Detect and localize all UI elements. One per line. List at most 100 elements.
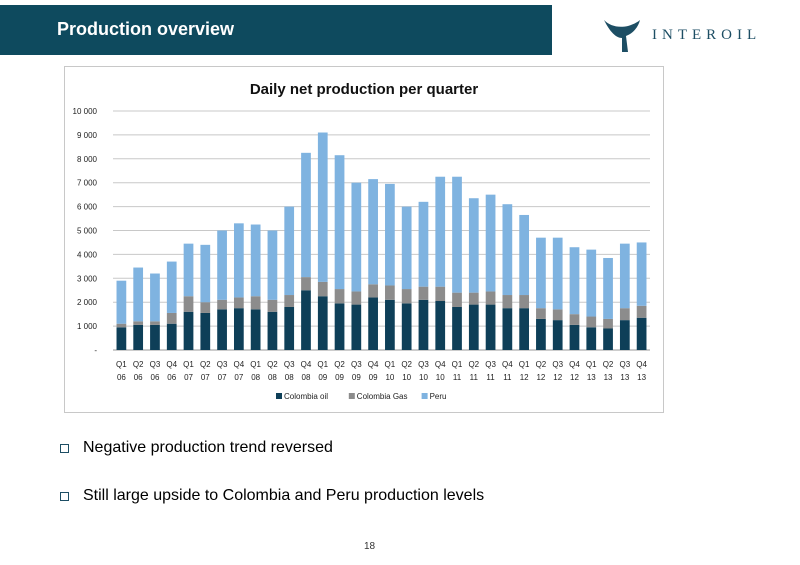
bar-segment bbox=[368, 179, 378, 285]
x-tick-label: 10 bbox=[385, 373, 394, 382]
x-tick-label: 08 bbox=[251, 373, 260, 382]
x-tick-label: Q4 bbox=[569, 360, 580, 369]
page-number: 18 bbox=[364, 541, 376, 552]
bar-segment bbox=[552, 320, 563, 350]
legend: Colombia oil Colombia Gas Peru bbox=[276, 392, 447, 401]
bar-segment bbox=[385, 183, 395, 286]
y-tick-label: 8 000 bbox=[77, 155, 98, 164]
y-tick-label: 3 000 bbox=[77, 274, 98, 283]
bar-segment bbox=[452, 306, 462, 350]
y-tick-label: 6 000 bbox=[77, 203, 98, 212]
bar-segment bbox=[267, 230, 278, 300]
bar-segment bbox=[233, 297, 244, 309]
legend-swatch bbox=[276, 393, 282, 399]
chart-container: Daily net production per quarter - 1 000 2… bbox=[64, 66, 664, 413]
x-tick-label: 13 bbox=[620, 373, 629, 382]
x-tick-label: 12 bbox=[570, 373, 579, 382]
x-tick-label: 06 bbox=[134, 373, 143, 382]
bar-segment bbox=[334, 303, 345, 350]
x-tick-label: Q1 bbox=[385, 360, 396, 369]
x-tick-label: Q4 bbox=[301, 360, 312, 369]
x-tick-label: Q2 bbox=[401, 360, 412, 369]
bar-segment bbox=[586, 249, 597, 317]
y-tick-label: 5 000 bbox=[77, 227, 98, 236]
x-tick-label: 08 bbox=[285, 373, 294, 382]
interoil-logo-icon bbox=[604, 20, 640, 52]
x-tick-label: 09 bbox=[318, 373, 327, 382]
bar-segment bbox=[485, 291, 496, 305]
bar-segment bbox=[519, 308, 530, 350]
bar-segment bbox=[435, 286, 446, 302]
y-tick-label: 1 000 bbox=[77, 322, 98, 331]
x-tick-label: 06 bbox=[117, 373, 126, 382]
bar-segment bbox=[468, 198, 479, 293]
bar-segment bbox=[351, 182, 362, 292]
bar-segment bbox=[536, 308, 546, 319]
bar-segment bbox=[317, 296, 328, 350]
bar-segment bbox=[150, 324, 160, 350]
bar-segment bbox=[452, 176, 462, 293]
bar-segment bbox=[200, 312, 211, 350]
bar-segment bbox=[435, 176, 446, 287]
bar-segment bbox=[502, 295, 513, 309]
bar-segment bbox=[636, 242, 647, 306]
y-axis-ticks: - 1 000 2 000 3 000 4 000 5 000 6 000 7 000 8 00… bbox=[73, 107, 98, 355]
bar-segment bbox=[301, 290, 311, 350]
y-tick-label: 4 000 bbox=[77, 250, 98, 259]
x-tick-label: 11 bbox=[470, 373, 479, 382]
legend-swatch bbox=[348, 393, 355, 399]
bar-segment bbox=[267, 311, 278, 350]
x-tick-label: Q1 bbox=[452, 360, 463, 369]
bar-segment bbox=[636, 317, 647, 350]
bar-segment bbox=[166, 312, 177, 324]
bar-segment bbox=[166, 323, 177, 350]
bar-segment bbox=[418, 299, 429, 350]
bar-segment bbox=[183, 311, 194, 350]
bullet-text: Still large upside to Colombia and Peru … bbox=[83, 487, 485, 504]
checkbox-bullet-icon bbox=[60, 491, 69, 501]
checkbox-bullet-icon bbox=[60, 443, 69, 453]
x-tick-label: 07 bbox=[201, 373, 210, 382]
legend-swatch bbox=[421, 393, 428, 399]
bar-segment bbox=[468, 292, 479, 305]
bar-segment bbox=[401, 289, 412, 304]
bar-segment bbox=[519, 295, 530, 309]
x-tick-label: 06 bbox=[167, 373, 176, 382]
x-tick-label: Q2 bbox=[200, 360, 211, 369]
bar-segment bbox=[250, 309, 261, 350]
bar-segment bbox=[368, 297, 378, 350]
x-tick-label: Q4 bbox=[502, 360, 513, 369]
x-tick-label: 10 bbox=[419, 373, 428, 382]
bar-segment bbox=[233, 223, 244, 298]
y-tick-label: 10 000 bbox=[73, 107, 98, 116]
bar-segment bbox=[133, 324, 144, 350]
x-tick-label: 09 bbox=[352, 373, 361, 382]
x-tick-label: Q1 bbox=[586, 360, 597, 369]
bar-segment bbox=[183, 296, 194, 312]
bar-segment bbox=[418, 201, 429, 287]
bar-segment bbox=[317, 281, 328, 297]
x-tick-label: Q3 bbox=[217, 360, 228, 369]
bars bbox=[116, 132, 647, 350]
y-tick-label: 2 000 bbox=[77, 298, 98, 307]
x-tick-label: Q1 bbox=[250, 360, 261, 369]
x-tick-label: 13 bbox=[637, 373, 646, 382]
x-tick-label: Q2 bbox=[334, 360, 345, 369]
bar-segment bbox=[150, 273, 160, 322]
production-chart: Daily net production per quarter - 1 000 2… bbox=[73, 81, 650, 401]
x-tick-label: 08 bbox=[302, 373, 311, 382]
bar-segment bbox=[267, 299, 278, 312]
x-tick-label: Q3 bbox=[619, 360, 630, 369]
bar-segment bbox=[536, 318, 546, 350]
legend-label: Colombia Gas bbox=[357, 392, 408, 401]
x-tick-label: Q4 bbox=[166, 360, 177, 369]
bar-segment bbox=[569, 324, 580, 350]
bar-segment bbox=[552, 309, 563, 321]
bar-segment bbox=[250, 296, 261, 310]
bar-segment bbox=[233, 308, 244, 350]
x-tick-label: 11 bbox=[453, 373, 462, 382]
x-tick-label: Q4 bbox=[234, 360, 245, 369]
bar-segment bbox=[317, 132, 328, 282]
bar-segment bbox=[468, 304, 479, 350]
bar-segment bbox=[301, 152, 311, 278]
